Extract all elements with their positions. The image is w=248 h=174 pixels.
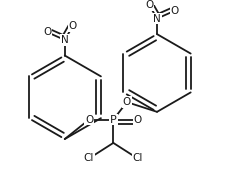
Text: O: O (85, 115, 93, 125)
Text: O: O (123, 97, 131, 107)
Text: Cl: Cl (132, 153, 143, 163)
Text: O: O (43, 27, 51, 37)
Text: N: N (153, 14, 161, 24)
Text: O: O (170, 6, 179, 16)
Text: O: O (145, 0, 153, 10)
Text: O: O (133, 115, 142, 125)
Text: Cl: Cl (84, 153, 94, 163)
Text: N: N (61, 35, 69, 45)
Text: O: O (68, 21, 77, 31)
Text: P: P (110, 115, 117, 125)
